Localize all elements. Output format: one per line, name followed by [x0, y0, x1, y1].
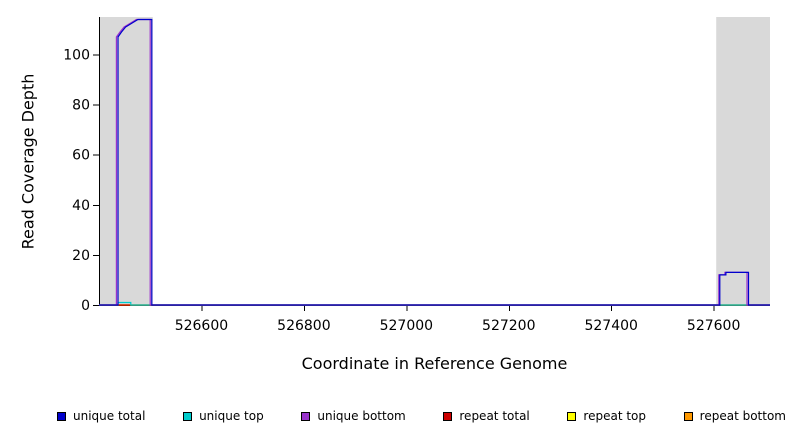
- legend-label-unique-bottom: unique bottom: [317, 409, 406, 423]
- right-masked-region: [716, 17, 770, 305]
- legend-item-repeat-total: repeat total: [443, 409, 530, 423]
- x-tick-label: 527000: [380, 318, 433, 334]
- x-tick-label: 527200: [482, 318, 535, 334]
- y-tick-label: 0: [81, 298, 90, 314]
- x-tick-label: 527400: [584, 318, 637, 334]
- legend-label-repeat-total: repeat total: [459, 409, 530, 423]
- x-tick-label: 526800: [277, 318, 330, 334]
- x-axis-label: Coordinate in Reference Genome: [301, 354, 568, 373]
- y-tick-label: 20: [72, 248, 90, 264]
- legend-item-repeat-bottom: repeat bottom: [683, 409, 786, 423]
- legend-item-unique-bottom: unique bottom: [301, 409, 406, 423]
- x-tick-label: 527600: [687, 318, 740, 334]
- series-unique-total: [99, 18, 770, 306]
- x-tick-label: 526600: [175, 318, 228, 334]
- legend-item-unique-top: unique top: [183, 409, 264, 423]
- legend-swatch-unique-bottom: [301, 411, 311, 421]
- legend-item-repeat-top: repeat top: [567, 409, 646, 423]
- legend-item-unique-total: unique total: [57, 409, 145, 423]
- legend-label-unique-top: unique top: [199, 409, 264, 423]
- legend-label-unique-total: unique total: [73, 409, 146, 423]
- legend-label-repeat-bottom: repeat bottom: [699, 409, 786, 423]
- legend-swatch-repeat-total: [443, 411, 453, 421]
- y-tick-label: 40: [72, 198, 90, 214]
- y-tick-label: 60: [72, 148, 90, 164]
- legend-label-repeat-top: repeat top: [583, 409, 647, 423]
- legend-swatch-repeat-top: [567, 411, 577, 421]
- y-axis-label: Read Coverage Depth: [18, 73, 38, 250]
- y-tick-label: 100: [63, 48, 90, 64]
- legend-swatch-unique-total: [57, 411, 66, 421]
- series-unique-bottom: [99, 18, 770, 306]
- y-tick-label: 80: [72, 98, 90, 114]
- legend-swatch-repeat-bottom: [683, 411, 693, 421]
- legend-swatch-unique-top: [183, 411, 193, 421]
- legend: unique total unique top unique bottom re…: [57, 408, 786, 424]
- left-masked-region: [99, 17, 153, 305]
